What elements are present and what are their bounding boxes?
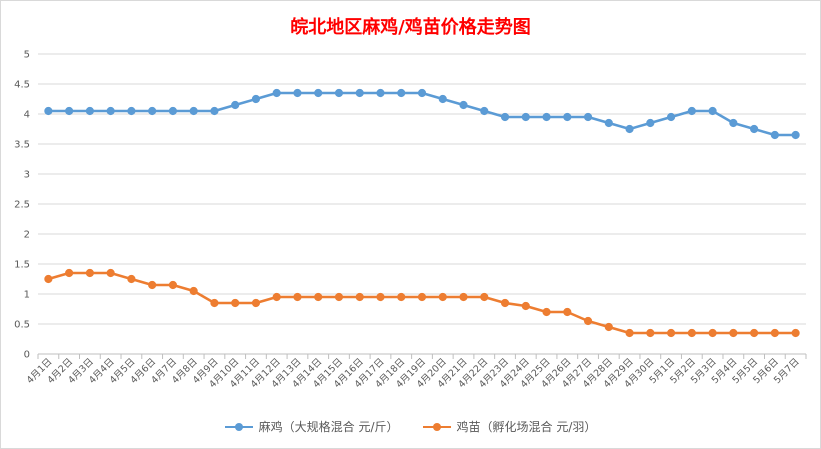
data-point bbox=[251, 94, 261, 104]
data-point bbox=[563, 307, 572, 317]
data-point bbox=[148, 106, 157, 116]
data-point bbox=[293, 292, 302, 302]
data-point bbox=[106, 268, 115, 278]
y-tick-label: 4.5 bbox=[14, 80, 30, 91]
data-point bbox=[251, 298, 261, 308]
data-point bbox=[334, 292, 344, 302]
data-point bbox=[583, 112, 593, 122]
legend-label-series-1: 麻鸡（大规格混合 元/斤） bbox=[258, 420, 399, 434]
data-point bbox=[791, 130, 800, 140]
data-point bbox=[687, 106, 696, 116]
data-point bbox=[791, 328, 800, 338]
data-point bbox=[417, 88, 427, 98]
data-point bbox=[376, 292, 385, 302]
data-point bbox=[127, 274, 136, 284]
legend: 麻鸡（大规格混合 元/斤） 鸡苗（孵化场混合 元/羽） bbox=[1, 418, 820, 435]
data-point bbox=[65, 268, 74, 278]
data-point bbox=[480, 106, 489, 116]
data-point bbox=[272, 88, 281, 98]
data-point bbox=[750, 124, 759, 134]
data-point bbox=[355, 292, 364, 302]
data-point bbox=[563, 112, 572, 122]
data-point bbox=[438, 94, 447, 104]
chart-title: 皖北地区麻鸡/鸡苗价格走势图 bbox=[290, 17, 531, 38]
data-point bbox=[583, 316, 593, 326]
y-tick-label: 0 bbox=[24, 350, 30, 361]
data-point bbox=[44, 106, 53, 116]
data-point bbox=[231, 100, 240, 110]
data-point bbox=[459, 292, 468, 302]
y-tick-label: 4 bbox=[24, 110, 30, 121]
data-point bbox=[272, 292, 281, 302]
data-point bbox=[666, 328, 676, 338]
y-tick-label: 2 bbox=[24, 230, 30, 241]
data-point bbox=[397, 292, 406, 302]
data-point bbox=[666, 112, 676, 122]
data-point bbox=[521, 301, 530, 311]
data-point bbox=[314, 88, 323, 98]
data-point bbox=[604, 322, 613, 332]
data-point bbox=[625, 328, 634, 338]
data-point bbox=[604, 118, 613, 128]
data-point bbox=[231, 298, 240, 308]
data-point bbox=[148, 280, 157, 290]
legend-swatch-series-1 bbox=[224, 422, 253, 432]
data-point bbox=[168, 106, 178, 116]
data-point bbox=[770, 328, 779, 338]
data-point bbox=[459, 100, 468, 110]
data-point bbox=[646, 118, 655, 128]
data-point bbox=[708, 106, 717, 116]
y-tick-label: 5 bbox=[24, 50, 30, 61]
data-point bbox=[480, 292, 489, 302]
data-point bbox=[729, 118, 738, 128]
data-point bbox=[210, 106, 219, 116]
data-point bbox=[106, 106, 115, 116]
data-point bbox=[189, 286, 198, 296]
legend-item-majī: 麻鸡（大规格混合 元/斤） bbox=[224, 418, 399, 435]
data-point bbox=[729, 328, 738, 338]
data-point bbox=[168, 280, 178, 290]
data-point bbox=[189, 106, 198, 116]
legend-item-jimiao: 鸡苗（孵化场混合 元/羽） bbox=[422, 418, 597, 435]
data-point bbox=[750, 328, 759, 338]
data-point bbox=[417, 292, 427, 302]
data-point bbox=[44, 274, 53, 284]
data-point bbox=[85, 268, 94, 278]
data-point bbox=[334, 88, 344, 98]
data-point bbox=[687, 328, 696, 338]
y-tick-label: 1 bbox=[24, 290, 30, 301]
data-point bbox=[625, 124, 634, 134]
data-point bbox=[770, 130, 779, 140]
data-point bbox=[500, 298, 510, 308]
data-point bbox=[293, 88, 302, 98]
data-point bbox=[542, 112, 551, 122]
data-point bbox=[65, 106, 74, 116]
data-point bbox=[355, 88, 364, 98]
data-point bbox=[314, 292, 323, 302]
data-point bbox=[646, 328, 655, 338]
y-tick-label: 3.5 bbox=[14, 140, 30, 151]
data-point bbox=[542, 307, 551, 317]
data-point bbox=[708, 328, 717, 338]
series-2 bbox=[44, 268, 800, 338]
y-tick-label: 0.5 bbox=[14, 320, 30, 331]
y-tick-label: 1.5 bbox=[14, 260, 30, 271]
data-point bbox=[438, 292, 447, 302]
data-point bbox=[397, 88, 406, 98]
data-point bbox=[521, 112, 530, 122]
data-point bbox=[500, 112, 510, 122]
y-tick-label: 2.5 bbox=[14, 200, 30, 211]
data-point bbox=[376, 88, 385, 98]
series-1 bbox=[44, 88, 800, 140]
data-point bbox=[210, 298, 219, 308]
legend-label-series-2: 鸡苗（孵化场混合 元/羽） bbox=[456, 420, 597, 434]
data-point bbox=[85, 106, 94, 116]
legend-swatch-series-2 bbox=[422, 422, 451, 432]
y-tick-label: 3 bbox=[24, 170, 30, 181]
data-point bbox=[127, 106, 136, 116]
